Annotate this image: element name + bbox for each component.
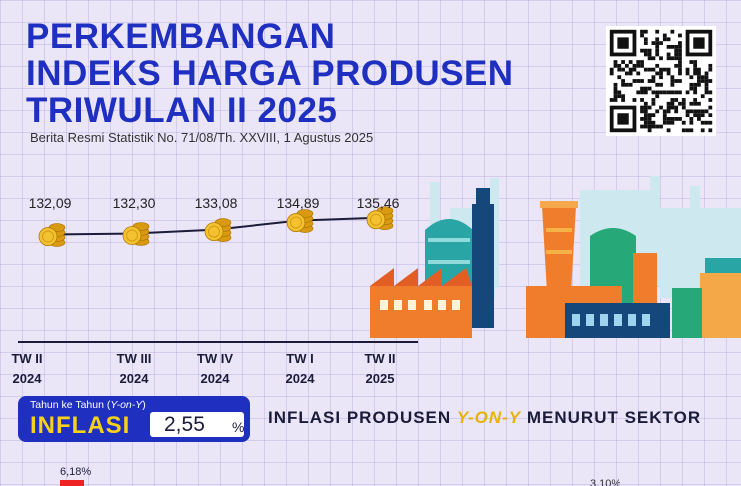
- period-label: TW I 2024: [285, 351, 315, 386]
- coin-stack-icon: [38, 223, 66, 247]
- value-label: 134,89: [276, 195, 320, 211]
- sector-value: 6,18%: [60, 466, 92, 478]
- qr-code-icon[interactable]: [606, 26, 716, 136]
- inflation-subtitle: Tahun ke Tahun (Y-on-Y): [30, 399, 146, 411]
- title-line-2: INDEKS HARGA PRODUSEN: [26, 54, 514, 93]
- coin-stack-icon: [122, 222, 150, 246]
- period-label: TW II 2025: [364, 351, 396, 386]
- inflation-value-panel: [150, 412, 244, 437]
- release-reference: Berita Resmi Statistik No. 71/08/Th. XXV…: [30, 130, 374, 145]
- title-line-3: TRIWULAN II 2025: [26, 91, 338, 130]
- page-title: PERKEMBANGAN INDEKS HARGA PRODUSEN TRIWU…: [26, 18, 514, 129]
- sector-bar: [60, 480, 84, 486]
- inflation-value: 2,55: [164, 413, 205, 436]
- value-label: 132,30: [112, 195, 156, 211]
- timeline-axis: [18, 341, 418, 343]
- inflation-unit: %: [232, 419, 245, 435]
- period-label: TW II 2024: [11, 351, 43, 386]
- coin-stack-icon: [366, 206, 394, 231]
- coin-stack-icon: [286, 209, 314, 233]
- title-line-1: PERKEMBANGAN: [26, 17, 336, 56]
- sector-heading: INFLASI PRODUSEN Y-ON-Y MENURUT SEKTOR: [268, 408, 702, 427]
- sector-value-cut: 3,10%: [590, 478, 620, 486]
- ihp-trend-chart: [38, 206, 394, 247]
- factory-illustration: [370, 176, 741, 338]
- period-label: TW III 2024: [116, 351, 152, 386]
- value-label: 133,08: [194, 195, 238, 211]
- value-label: 132,09: [28, 195, 72, 211]
- coin-stack-icon: [204, 218, 232, 242]
- value-label: 135,46: [356, 195, 400, 211]
- period-label: TW IV 2024: [196, 351, 234, 386]
- inflation-label: INFLASI: [30, 412, 131, 439]
